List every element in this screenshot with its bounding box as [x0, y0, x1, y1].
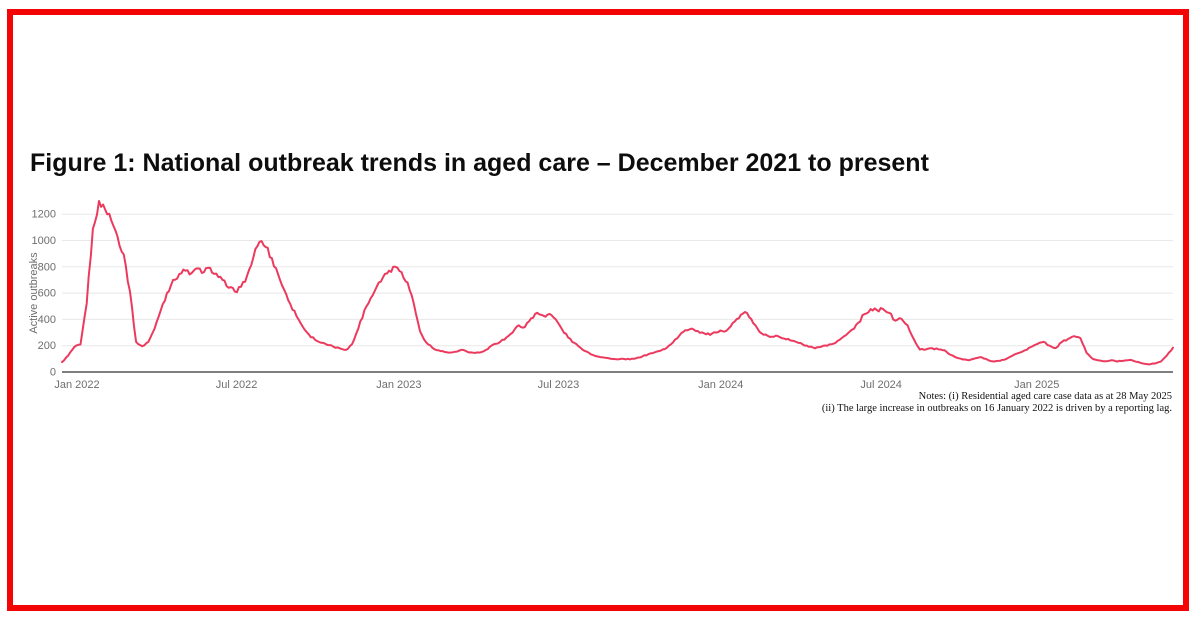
y-tick-label: 200 — [38, 340, 56, 352]
figure-title: Figure 1: National outbreak trends in ag… — [30, 149, 929, 177]
y-axis-title: Active outbreaks — [28, 252, 40, 334]
x-tick-label: Jan 2023 — [376, 379, 421, 391]
y-tick-label: 600 — [38, 288, 56, 300]
y-tick-label: 0 — [50, 367, 56, 379]
y-tick-label: 400 — [38, 314, 56, 326]
active-outbreaks-line — [61, 200, 1174, 366]
x-tick-label: Jul 2024 — [860, 379, 902, 391]
y-tick-label: 1000 — [32, 235, 56, 247]
y-tick-label: 1200 — [32, 209, 56, 221]
chart-notes: Notes: (i) Residential aged care case da… — [822, 391, 1172, 414]
x-tick-label: Jul 2023 — [538, 379, 580, 391]
x-tick-label: Jan 2024 — [698, 379, 743, 391]
x-tick-label: Jan 2025 — [1014, 379, 1059, 391]
note-line-1: Notes: (i) Residential aged care case da… — [918, 391, 1172, 402]
note-line-2: (ii) The large increase in outbreaks on … — [821, 402, 1172, 414]
x-tick-label: Jan 2022 — [54, 379, 99, 391]
x-tick-label: Jul 2022 — [216, 379, 258, 391]
y-tick-label: 800 — [38, 261, 56, 273]
